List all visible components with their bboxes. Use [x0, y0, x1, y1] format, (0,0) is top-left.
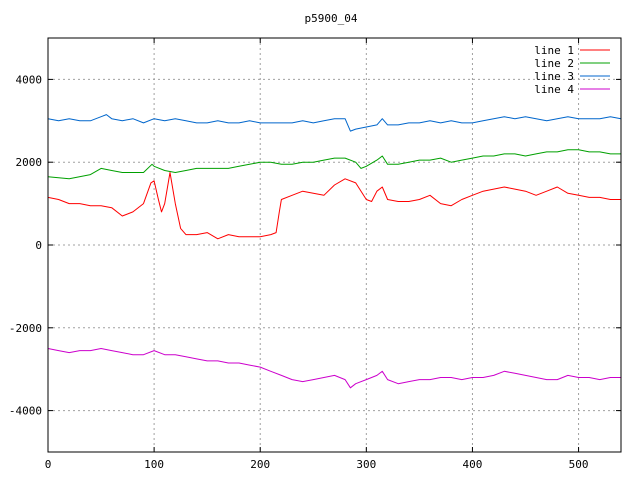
y-tick-label: 4000 [16, 73, 43, 86]
x-tick-label: 300 [356, 458, 376, 471]
y-tick-label: -2000 [9, 322, 42, 335]
axis-ticks: 0 100 200 300 400 500 -4000 -2000 0 2000 4000 [9, 38, 621, 471]
x-tick-label: 100 [144, 458, 164, 471]
y-tick-label: 2000 [16, 156, 43, 169]
series-line-3 [47, 114, 622, 132]
legend-label-1: line 1 [534, 44, 574, 57]
legend-label-3: line 3 [534, 70, 574, 83]
legend-label-2: line 2 [534, 57, 574, 70]
x-tick-label: 400 [463, 458, 483, 471]
x-tick-label: 0 [45, 458, 52, 471]
series-line-4 [47, 348, 621, 389]
series-lines [47, 114, 622, 389]
legend-label-4: line 4 [534, 83, 574, 96]
x-tick-label: 200 [250, 458, 270, 471]
y-tick-label: 0 [35, 239, 42, 252]
grid-lines [48, 38, 621, 452]
y-tick-label: -4000 [9, 405, 42, 418]
chart-title: p5900_04 [305, 12, 358, 25]
series-line-2 [47, 149, 621, 180]
x-tick-label: 500 [569, 458, 589, 471]
series-line-1 [47, 172, 621, 240]
